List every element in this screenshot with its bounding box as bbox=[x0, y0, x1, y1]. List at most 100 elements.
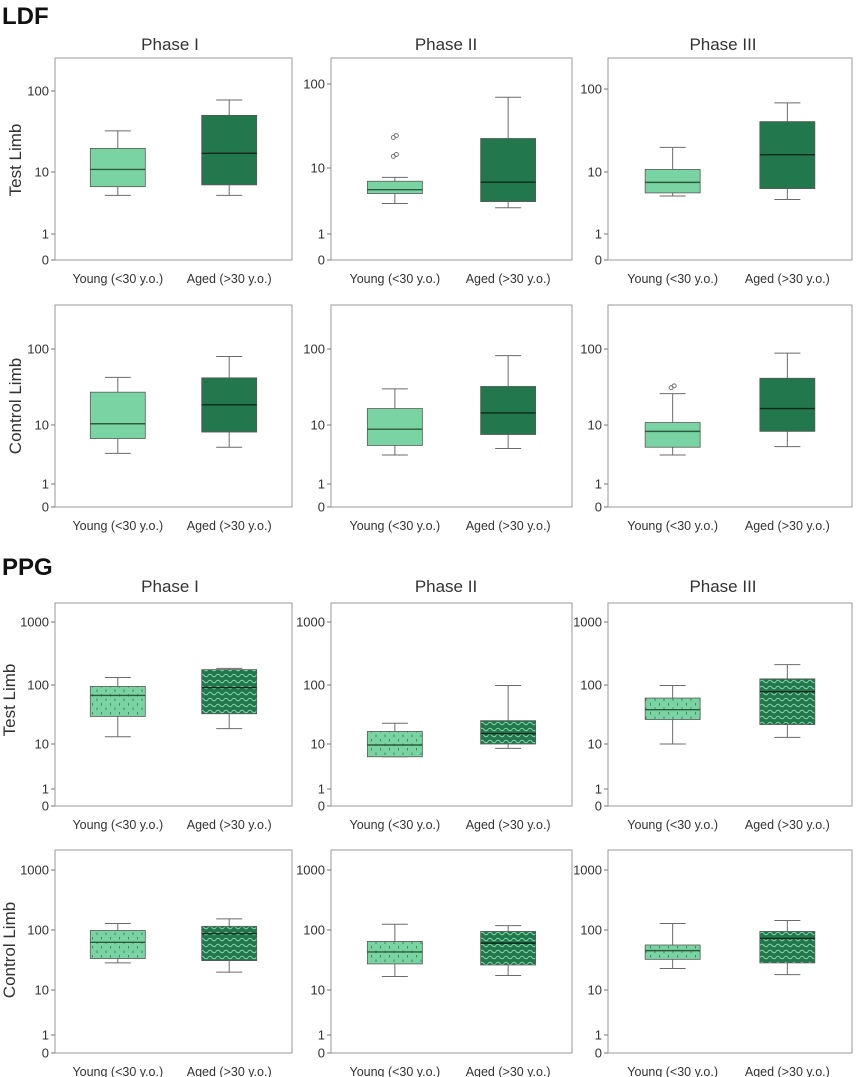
y-tick-label: 100 bbox=[580, 923, 602, 938]
y-tick-label: 0 bbox=[42, 799, 49, 814]
x-category-label: Aged (>30 y.o.) bbox=[745, 519, 830, 533]
x-category-label: Aged (>30 y.o.) bbox=[187, 272, 272, 286]
y-tick-label: 1 bbox=[42, 1028, 49, 1043]
y-tick-label: 100 bbox=[580, 82, 602, 97]
y-tick-label: 10 bbox=[311, 737, 325, 752]
y-tick-label: 1 bbox=[595, 1028, 602, 1043]
y-tick-label: 10 bbox=[311, 983, 325, 998]
plot-frame bbox=[330, 849, 573, 1054]
aged-box bbox=[201, 667, 258, 730]
outlier-point bbox=[393, 152, 399, 158]
outlier-point bbox=[393, 133, 399, 139]
iqr-box bbox=[201, 925, 258, 962]
x-category-label: Young (<30 y.o.) bbox=[627, 818, 718, 832]
y-tick-label: 1 bbox=[42, 782, 49, 797]
y-tick-label: 10 bbox=[35, 983, 49, 998]
young-box bbox=[366, 923, 423, 977]
x-category-label: Young (<30 y.o.) bbox=[72, 519, 163, 533]
y-tick-label: 1000 bbox=[573, 863, 602, 878]
y-tick-label: 1 bbox=[318, 782, 325, 797]
y-tick-label: 1 bbox=[595, 782, 602, 797]
y-tick-label: 0 bbox=[42, 253, 49, 268]
y-tick-label: 0 bbox=[318, 1046, 325, 1061]
iqr-box bbox=[644, 697, 701, 720]
y-tick-label: 1000 bbox=[20, 863, 49, 878]
row-label-ppg-test: Test Limb bbox=[0, 664, 19, 737]
phase-title-ppg-3: Phase III bbox=[689, 577, 756, 596]
iqr-box bbox=[644, 422, 701, 448]
y-tick-label: 10 bbox=[311, 418, 325, 433]
x-category-label: Young (<30 y.o.) bbox=[350, 272, 441, 286]
young-box bbox=[366, 722, 423, 758]
section-title-ldf: LDF bbox=[2, 3, 49, 30]
iqr-box bbox=[366, 180, 423, 194]
y-tick-label: 10 bbox=[311, 161, 325, 176]
aged-box bbox=[480, 925, 537, 977]
row-label-ldf-control: Control Limb bbox=[6, 358, 25, 454]
x-category-label: Young (<30 y.o.) bbox=[72, 818, 163, 832]
y-tick-label: 10 bbox=[588, 418, 602, 433]
plot-frame bbox=[54, 304, 293, 508]
y-tick-label: 100 bbox=[303, 678, 325, 693]
young-box bbox=[89, 130, 146, 196]
young-box bbox=[89, 376, 146, 454]
aged-box bbox=[759, 920, 816, 976]
y-tick-label: 10 bbox=[35, 165, 49, 180]
aged-box bbox=[201, 918, 258, 973]
iqr-box bbox=[759, 678, 816, 725]
young-box bbox=[644, 146, 701, 197]
y-tick-label: 100 bbox=[580, 342, 602, 357]
row-label-ppg-control: Control Limb bbox=[0, 902, 19, 998]
row-label-ldf-test: Test Limb bbox=[6, 124, 25, 197]
y-tick-label: 1000 bbox=[296, 615, 325, 630]
plot-frame bbox=[330, 602, 573, 807]
x-category-label: Aged (>30 y.o.) bbox=[187, 818, 272, 832]
plot-frame bbox=[330, 304, 573, 508]
panel-ldf-test-3: 0 1 10 100 Young (<30 y.o.) Aged (>30 y.o.) bbox=[580, 57, 853, 286]
iqr-box bbox=[89, 391, 146, 439]
young-box bbox=[644, 923, 701, 970]
iqr-box bbox=[759, 377, 816, 432]
panel-ldf-test-2: 0 1 10 100 Young (<30 y.o.) Aged (>30 y.o.) bbox=[303, 57, 573, 286]
x-category-label: Aged (>30 y.o.) bbox=[466, 272, 551, 286]
outlier-point bbox=[671, 383, 677, 389]
y-tick-label: 100 bbox=[27, 84, 49, 99]
y-tick-label: 1 bbox=[595, 227, 602, 242]
phase-title-ldf-3: Phase III bbox=[689, 35, 756, 54]
x-category-label: Aged (>30 y.o.) bbox=[745, 1065, 830, 1077]
x-category-label: Young (<30 y.o.) bbox=[350, 1065, 441, 1077]
y-tick-label: 100 bbox=[303, 342, 325, 357]
phase-title-ldf-1: Phase I bbox=[141, 35, 199, 54]
y-tick-label: 0 bbox=[595, 253, 602, 268]
aged-box bbox=[759, 664, 816, 738]
y-tick-label: 0 bbox=[318, 799, 325, 814]
aged-box bbox=[759, 352, 816, 448]
x-category-label: Aged (>30 y.o.) bbox=[466, 519, 551, 533]
x-category-label: Young (<30 y.o.) bbox=[72, 1065, 163, 1077]
aged-box bbox=[201, 99, 258, 196]
y-tick-label: 1000 bbox=[296, 863, 325, 878]
plot-frame bbox=[330, 57, 573, 261]
young-box bbox=[89, 923, 146, 964]
y-tick-label: 1 bbox=[318, 477, 325, 492]
plot-frame bbox=[54, 602, 293, 807]
x-category-label: Aged (>30 y.o.) bbox=[466, 1065, 551, 1077]
plot-frame bbox=[607, 602, 853, 807]
y-tick-label: 0 bbox=[42, 1046, 49, 1061]
panel-ppg-test-1: 0 1 10 100 1000 Young (<30 y.o.) Aged (>30 y.o… bbox=[20, 602, 293, 832]
young-box bbox=[644, 684, 701, 745]
plot-frame bbox=[607, 57, 853, 261]
panel-ppg-control-2: 0 1 10 100 1000 Young (<30 y.o.) Aged (>30 y.o… bbox=[296, 849, 573, 1077]
young-box bbox=[366, 388, 423, 456]
plot-frame bbox=[54, 849, 293, 1054]
x-category-label: Aged (>30 y.o.) bbox=[745, 272, 830, 286]
section-title-ppg: PPG bbox=[2, 554, 53, 581]
x-category-label: Aged (>30 y.o.) bbox=[187, 1065, 272, 1077]
phase-title-ppg-1: Phase I bbox=[141, 577, 199, 596]
plot-frame bbox=[607, 304, 853, 508]
x-category-label: Young (<30 y.o.) bbox=[627, 519, 718, 533]
x-category-label: Young (<30 y.o.) bbox=[627, 1065, 718, 1077]
y-tick-label: 10 bbox=[588, 165, 602, 180]
y-tick-label: 0 bbox=[595, 799, 602, 814]
